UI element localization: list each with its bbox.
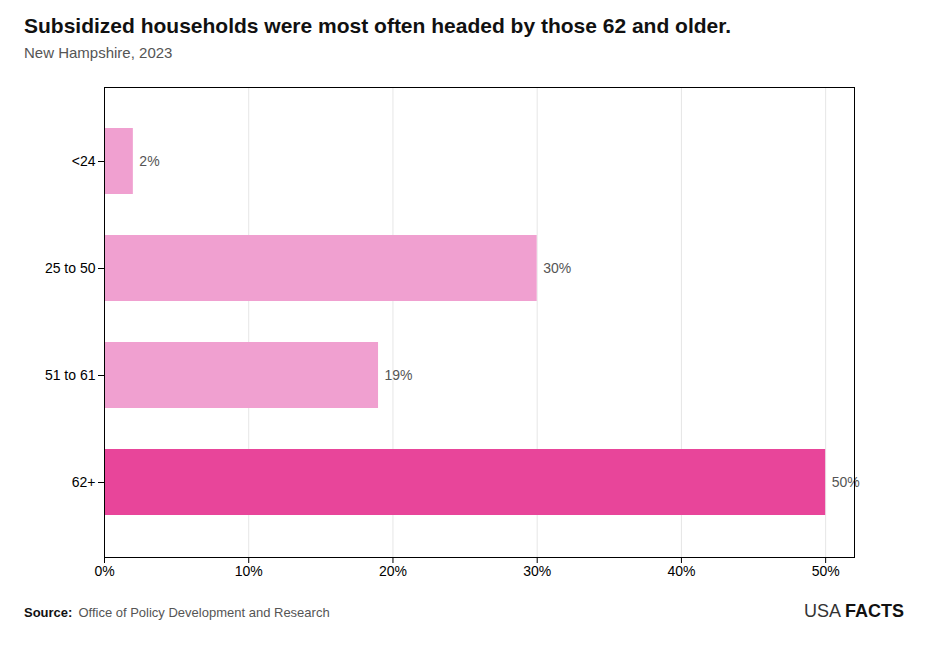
svg-text:30%: 30% — [523, 563, 551, 579]
svg-text:19%: 19% — [385, 367, 413, 383]
svg-text:25 to 50: 25 to 50 — [45, 260, 96, 276]
html-text:Source: Office of Policy Devel: Source: Office of Policy Development and… — [24, 605, 330, 620]
svg-text:10%: 10% — [235, 563, 263, 579]
svg-text:<24: <24 — [72, 153, 96, 169]
svg-text:62+: 62+ — [72, 474, 96, 490]
svg-text:51 to 61: 51 to 61 — [45, 367, 96, 383]
svg-text:0%: 0% — [94, 563, 114, 579]
html-text:Subsidized households were mos: Subsidized households were most often he… — [24, 14, 732, 37]
svg-text:50%: 50% — [832, 474, 860, 490]
svg-text:40%: 40% — [667, 563, 695, 579]
svg-text:30%: 30% — [543, 260, 571, 276]
svg-text:2%: 2% — [139, 153, 159, 169]
svg-text:20%: 20% — [379, 563, 407, 579]
html-text:USA FACTS: USA FACTS — [803, 601, 904, 621]
svg-text:50%: 50% — [812, 563, 840, 579]
html-text:New Hampshire, 2023: New Hampshire, 2023 — [24, 44, 173, 61]
